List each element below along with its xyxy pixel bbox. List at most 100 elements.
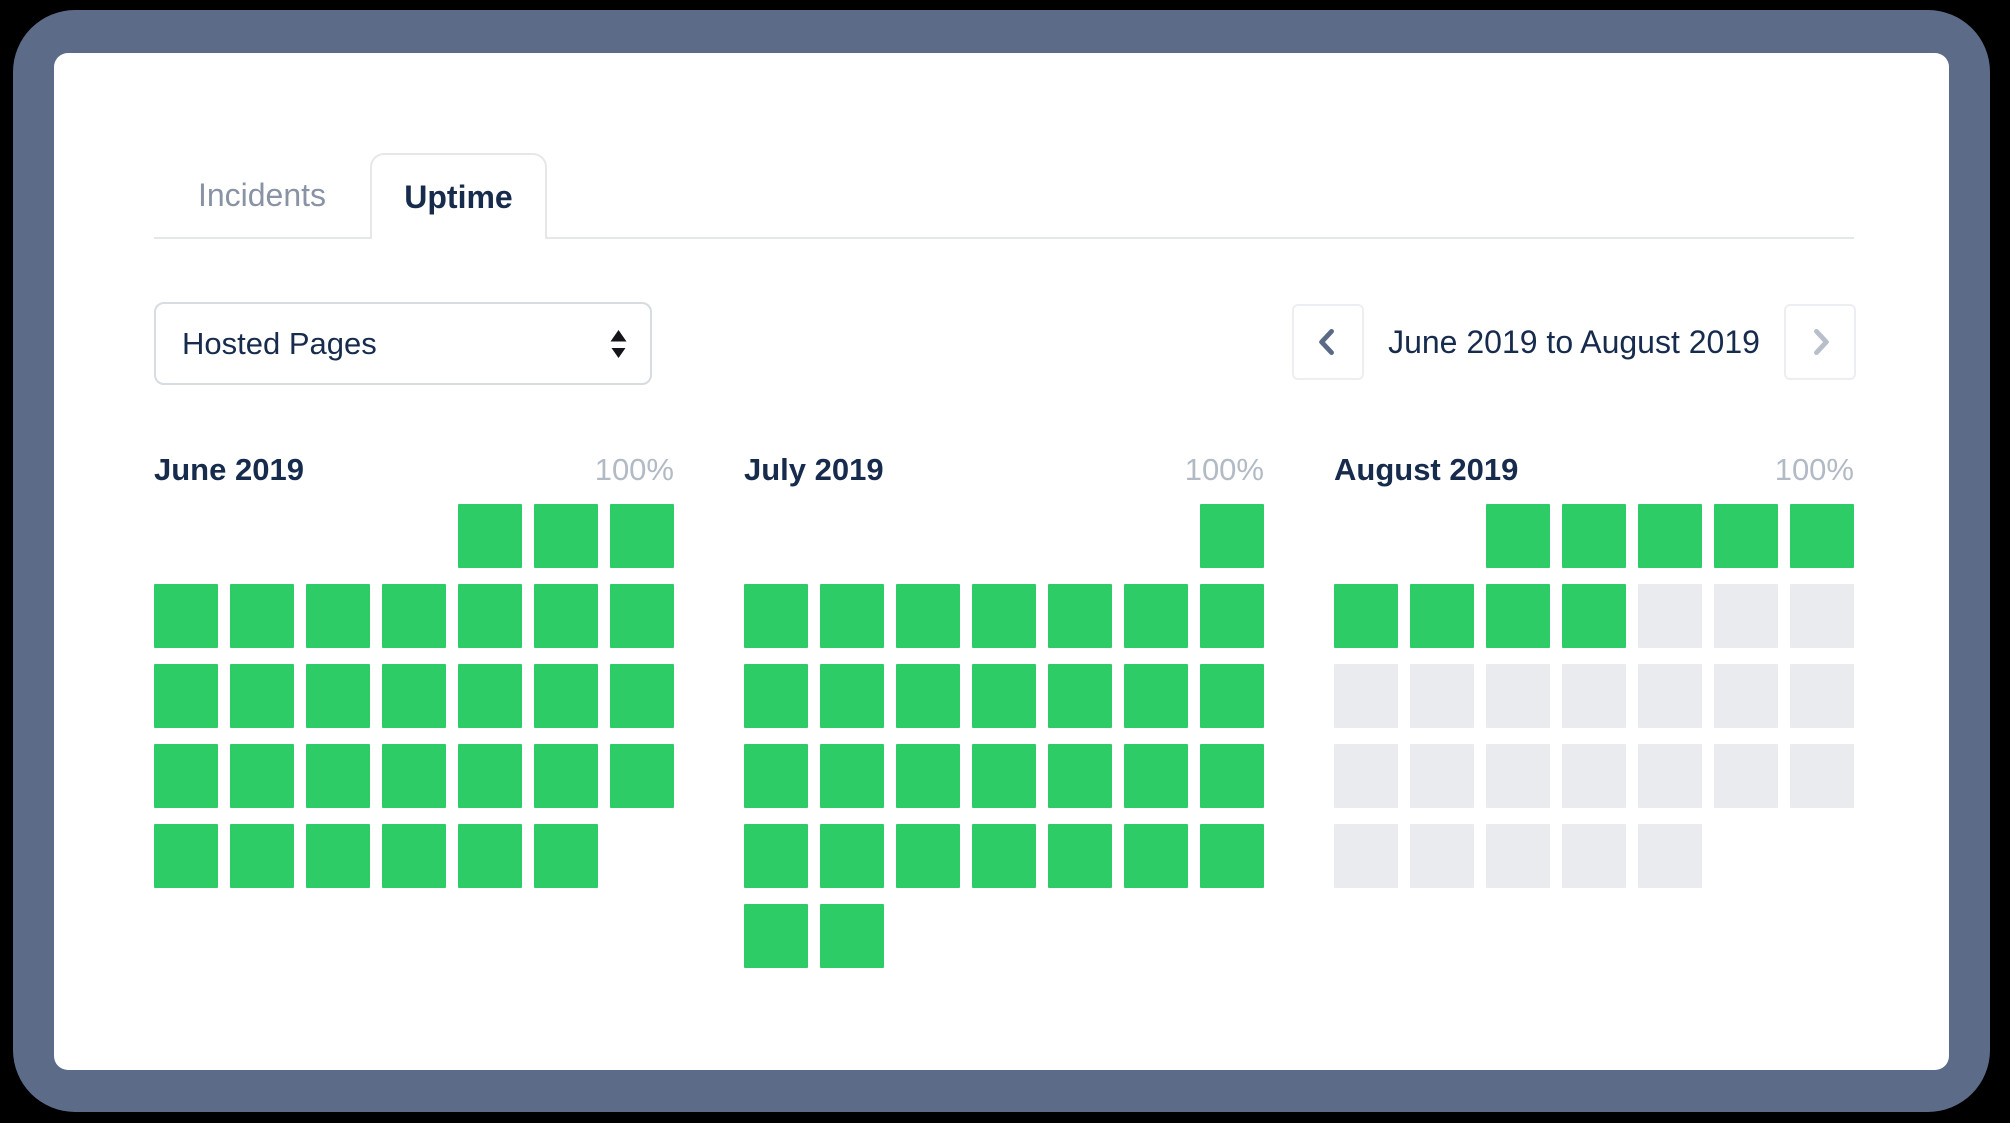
day-cell[interactable] — [458, 584, 522, 648]
tab-incidents[interactable]: Incidents — [154, 153, 370, 237]
day-cell[interactable] — [896, 664, 960, 728]
day-cell[interactable] — [1562, 744, 1626, 808]
day-cell[interactable] — [1638, 744, 1702, 808]
day-cell[interactable] — [230, 744, 294, 808]
month-grid — [744, 504, 1264, 968]
day-cell[interactable] — [534, 504, 598, 568]
day-cell[interactable] — [534, 744, 598, 808]
day-cell[interactable] — [1790, 744, 1854, 808]
day-cell[interactable] — [744, 664, 808, 728]
day-cell[interactable] — [1124, 744, 1188, 808]
day-cell[interactable] — [458, 824, 522, 888]
day-cell[interactable] — [610, 664, 674, 728]
day-cell[interactable] — [230, 584, 294, 648]
day-cell[interactable] — [1486, 744, 1550, 808]
day-cell[interactable] — [820, 744, 884, 808]
day-cell[interactable] — [458, 504, 522, 568]
day-cell[interactable] — [154, 744, 218, 808]
day-cell[interactable] — [1638, 664, 1702, 728]
day-cell[interactable] — [1410, 824, 1474, 888]
day-cell[interactable] — [820, 904, 884, 968]
day-cell[interactable] — [1638, 824, 1702, 888]
day-cell[interactable] — [1334, 744, 1398, 808]
day-cell[interactable] — [744, 824, 808, 888]
day-cell[interactable] — [1790, 664, 1854, 728]
day-cell[interactable] — [972, 664, 1036, 728]
date-range-label: June 2019 to August 2019 — [1388, 323, 1760, 360]
day-cell[interactable] — [972, 744, 1036, 808]
day-cell[interactable] — [1562, 504, 1626, 568]
day-cell[interactable] — [1714, 744, 1778, 808]
next-range-button[interactable] — [1784, 304, 1856, 380]
day-cell[interactable] — [1714, 584, 1778, 648]
day-cell[interactable] — [610, 504, 674, 568]
day-cell[interactable] — [306, 584, 370, 648]
day-cell[interactable] — [230, 664, 294, 728]
day-cell[interactable] — [1562, 664, 1626, 728]
day-cell[interactable] — [1410, 664, 1474, 728]
day-cell[interactable] — [610, 744, 674, 808]
component-select[interactable]: Hosted Pages — [154, 302, 652, 385]
day-cell[interactable] — [154, 584, 218, 648]
day-cell[interactable] — [610, 584, 674, 648]
day-cell[interactable] — [230, 824, 294, 888]
day-cell[interactable] — [744, 744, 808, 808]
day-cell[interactable] — [382, 664, 446, 728]
day-cell[interactable] — [382, 824, 446, 888]
day-cell[interactable] — [1486, 584, 1550, 648]
day-cell[interactable] — [534, 824, 598, 888]
day-cell[interactable] — [744, 584, 808, 648]
day-cell[interactable] — [896, 824, 960, 888]
day-cell[interactable] — [306, 664, 370, 728]
day-cell[interactable] — [306, 824, 370, 888]
day-cell[interactable] — [896, 584, 960, 648]
day-cell[interactable] — [534, 664, 598, 728]
day-cell[interactable] — [744, 904, 808, 968]
day-cell[interactable] — [154, 664, 218, 728]
day-cell[interactable] — [1714, 664, 1778, 728]
day-cell[interactable] — [1638, 584, 1702, 648]
day-cell[interactable] — [1790, 584, 1854, 648]
day-cell[interactable] — [1048, 584, 1112, 648]
day-cell[interactable] — [1790, 504, 1854, 568]
tab-uptime-label: Uptime — [404, 178, 513, 215]
day-cell[interactable] — [1048, 744, 1112, 808]
day-cell[interactable] — [382, 584, 446, 648]
day-cell[interactable] — [1124, 584, 1188, 648]
day-cell[interactable] — [534, 584, 598, 648]
day-cell[interactable] — [1334, 824, 1398, 888]
day-cell[interactable] — [1334, 584, 1398, 648]
prev-range-button[interactable] — [1292, 304, 1364, 380]
day-cell[interactable] — [820, 664, 884, 728]
day-cell[interactable] — [154, 824, 218, 888]
day-cell[interactable] — [458, 744, 522, 808]
day-cell[interactable] — [972, 824, 1036, 888]
day-cell[interactable] — [1200, 584, 1264, 648]
day-cell[interactable] — [1334, 664, 1398, 728]
day-cell[interactable] — [1562, 584, 1626, 648]
day-cell[interactable] — [896, 744, 960, 808]
day-cell[interactable] — [972, 584, 1036, 648]
day-cell[interactable] — [1486, 824, 1550, 888]
day-cell[interactable] — [1124, 824, 1188, 888]
day-cell[interactable] — [1486, 664, 1550, 728]
day-cell[interactable] — [1410, 584, 1474, 648]
day-cell[interactable] — [1124, 664, 1188, 728]
day-cell[interactable] — [820, 824, 884, 888]
day-cell[interactable] — [1048, 664, 1112, 728]
day-cell[interactable] — [1200, 504, 1264, 568]
day-cell[interactable] — [1048, 824, 1112, 888]
day-cell[interactable] — [1200, 744, 1264, 808]
day-cell[interactable] — [1638, 504, 1702, 568]
day-cell[interactable] — [1486, 504, 1550, 568]
tab-uptime[interactable]: Uptime — [370, 153, 547, 239]
day-cell[interactable] — [382, 744, 446, 808]
day-cell[interactable] — [458, 664, 522, 728]
day-cell[interactable] — [306, 744, 370, 808]
day-cell[interactable] — [820, 584, 884, 648]
day-cell[interactable] — [1200, 824, 1264, 888]
day-cell[interactable] — [1562, 824, 1626, 888]
day-cell[interactable] — [1200, 664, 1264, 728]
day-cell[interactable] — [1410, 744, 1474, 808]
day-cell[interactable] — [1714, 504, 1778, 568]
